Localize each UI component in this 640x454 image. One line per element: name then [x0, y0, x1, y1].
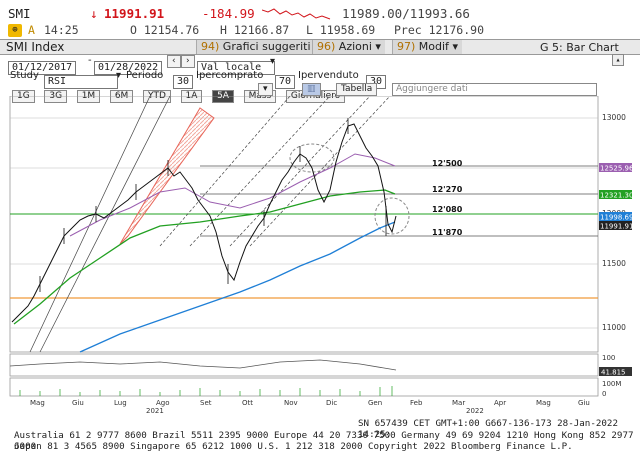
quote-tag: A — [28, 23, 35, 37]
quote-time: 14:25 — [44, 23, 79, 37]
svg-text:Nov: Nov — [284, 399, 298, 407]
tag-ma-slow — [599, 212, 632, 221]
chevron-down-icon[interactable]: ▾ — [258, 83, 273, 96]
svg-text:Mag: Mag — [30, 399, 45, 407]
price-line — [11, 123, 397, 323]
add-data-input[interactable]: Aggiungere dati — [392, 83, 597, 96]
svg-text:Apr: Apr — [494, 399, 506, 407]
gridlines — [10, 117, 598, 329]
y-tick: 11500 — [602, 259, 626, 268]
svg-text:Giu: Giu — [578, 399, 590, 407]
quote-header: SMI ↓ 11991.91 -184.99 11989.00/11993.66 — [0, 4, 640, 22]
chart-type-icon[interactable]: ▥ — [302, 83, 321, 96]
rsi-tag — [599, 367, 632, 376]
end-date-field[interactable]: 01/28/2022 — [94, 55, 163, 75]
x-axis: Mag Giu Lug Ago Set Ott Nov Dic Gen Feb … — [30, 399, 590, 414]
svg-text:2021: 2021 — [146, 407, 164, 414]
tag-ma-mid-value: 12321.30 — [600, 192, 633, 200]
overbought-label: Ipercomprato — [196, 70, 264, 81]
svg-text:Mar: Mar — [452, 399, 465, 407]
level-label: 12'080 — [432, 205, 463, 214]
volume-tick: 100M — [602, 380, 621, 388]
table-button[interactable]: Tabella — [336, 83, 378, 96]
level-label: 11'870 — [432, 228, 463, 237]
prev-close: Prec 12176.90 — [394, 23, 485, 37]
footer-session: SN 657439 CET GMT+1:00 G667-136-173 28-J… — [358, 418, 618, 440]
rsi-value: 41.815 — [601, 369, 626, 377]
range-bar: 1G 3G 1M 6M YTD 1A 5A Mass Giornaliero — [12, 83, 346, 103]
chevron-down-icon[interactable]: ▾ — [270, 56, 276, 67]
rsi-line — [9, 359, 397, 371]
svg-text:Gen: Gen — [368, 399, 382, 407]
overbought-field[interactable]: 70 — [275, 69, 296, 89]
svg-text:Ott: Ott — [242, 399, 253, 407]
ma-slow-line — [79, 221, 396, 353]
svg-text:Ago: Ago — [156, 399, 170, 407]
currency-select[interactable]: Val locale — [197, 55, 275, 75]
ma-fast-line — [69, 153, 396, 237]
trend-channels — [29, 96, 391, 353]
volume-tick: 0 — [602, 390, 606, 398]
chevron-down-icon: ▾ — [452, 40, 458, 53]
chevron-down-icon[interactable]: ▾ — [116, 70, 122, 81]
y-tick: 13000 — [602, 113, 626, 122]
rsi-tick: 100 — [602, 354, 615, 362]
symbol: SMI — [8, 5, 31, 21]
svg-text:Dic: Dic — [326, 399, 337, 407]
toolbar: SMI Index 94) Grafici suggeriti ▾ 96) Az… — [0, 39, 640, 55]
svg-text:Lug: Lug — [114, 399, 127, 407]
price-change: -184.99 — [202, 5, 255, 21]
volume-panel — [9, 377, 599, 397]
next-arrow-icon[interactable]: › — [181, 55, 195, 68]
svg-text:Mag: Mag — [536, 399, 551, 407]
sparkline-icon — [262, 8, 331, 20]
low-price: L 11958.69 — [306, 23, 376, 37]
last-price: 11991.91 — [104, 5, 165, 21]
svg-text:2022: 2022 — [466, 407, 484, 414]
tag-ma-slow-value: 11998.69 — [600, 214, 633, 222]
down-arrow-icon: ↓ — [90, 5, 98, 21]
price-panel — [9, 96, 599, 353]
level-label: 12'500 — [432, 159, 463, 168]
tag-ma-fast-value: 12525.96 — [600, 165, 634, 173]
open-price: O 12154.76 — [130, 23, 200, 37]
suggested-charts-menu[interactable]: 94) Grafici suggeriti ▾ — [196, 40, 324, 54]
rising-channel-band — [119, 107, 215, 245]
study-label: Study — [10, 70, 39, 81]
chart-name: G 5: Bar Chart — [540, 40, 619, 54]
tag-ma-fast — [599, 163, 632, 172]
y-tick: 11000 — [602, 323, 626, 332]
alert-icon[interactable]: ⊕ — [8, 23, 22, 37]
svg-text:Giu: Giu — [72, 399, 84, 407]
footer-contacts: Australia 61 2 9777 8600 Brazil 5511 239… — [14, 430, 634, 452]
annotation-circle — [374, 197, 410, 235]
tag-last-price-value: 11991.91 — [600, 223, 633, 231]
price-chart[interactable]: 12'500 12'270 12'080 11'870 13000 12000 … — [0, 96, 640, 414]
price-bars — [39, 118, 387, 292]
period-label: Periodo — [126, 70, 164, 81]
chevron-down-icon: ▾ — [375, 40, 381, 53]
prev-arrow-icon[interactable]: ‹ — [167, 55, 181, 68]
annotation-circle — [289, 143, 335, 173]
period-field[interactable]: 30 — [173, 69, 194, 89]
level-label: 12'270 — [432, 185, 463, 194]
edit-menu[interactable]: 97) Modif ▾ — [392, 40, 462, 54]
high-price: H 12166.87 — [220, 23, 290, 37]
svg-text:Feb: Feb — [410, 399, 423, 407]
oversold-label: Ipervenduto — [298, 70, 359, 81]
rsi-panel — [9, 353, 599, 377]
settings-icon[interactable]: ▴ — [612, 54, 624, 66]
security-title: SMI Index — [6, 40, 65, 54]
study-select[interactable]: RSI — [44, 69, 118, 89]
ma-mid-line — [13, 189, 396, 325]
svg-text:Set: Set — [200, 399, 212, 407]
actions-menu[interactable]: 96) Azioni ▾ — [312, 40, 385, 54]
footer-copyright: Japan 81 3 4565 8900 Singapore 65 6212 1… — [14, 441, 573, 452]
bid-ask: 11989.00/11993.66 — [342, 5, 470, 21]
volume-bars — [19, 386, 393, 396]
tag-last-price — [599, 221, 632, 230]
start-date-field[interactable]: 01/12/2017 — [8, 55, 77, 75]
quote-details: ⊕ A 14:25 O 12154.76 H 12166.87 L 11958.… — [0, 22, 640, 38]
tag-ma-mid — [599, 190, 632, 199]
